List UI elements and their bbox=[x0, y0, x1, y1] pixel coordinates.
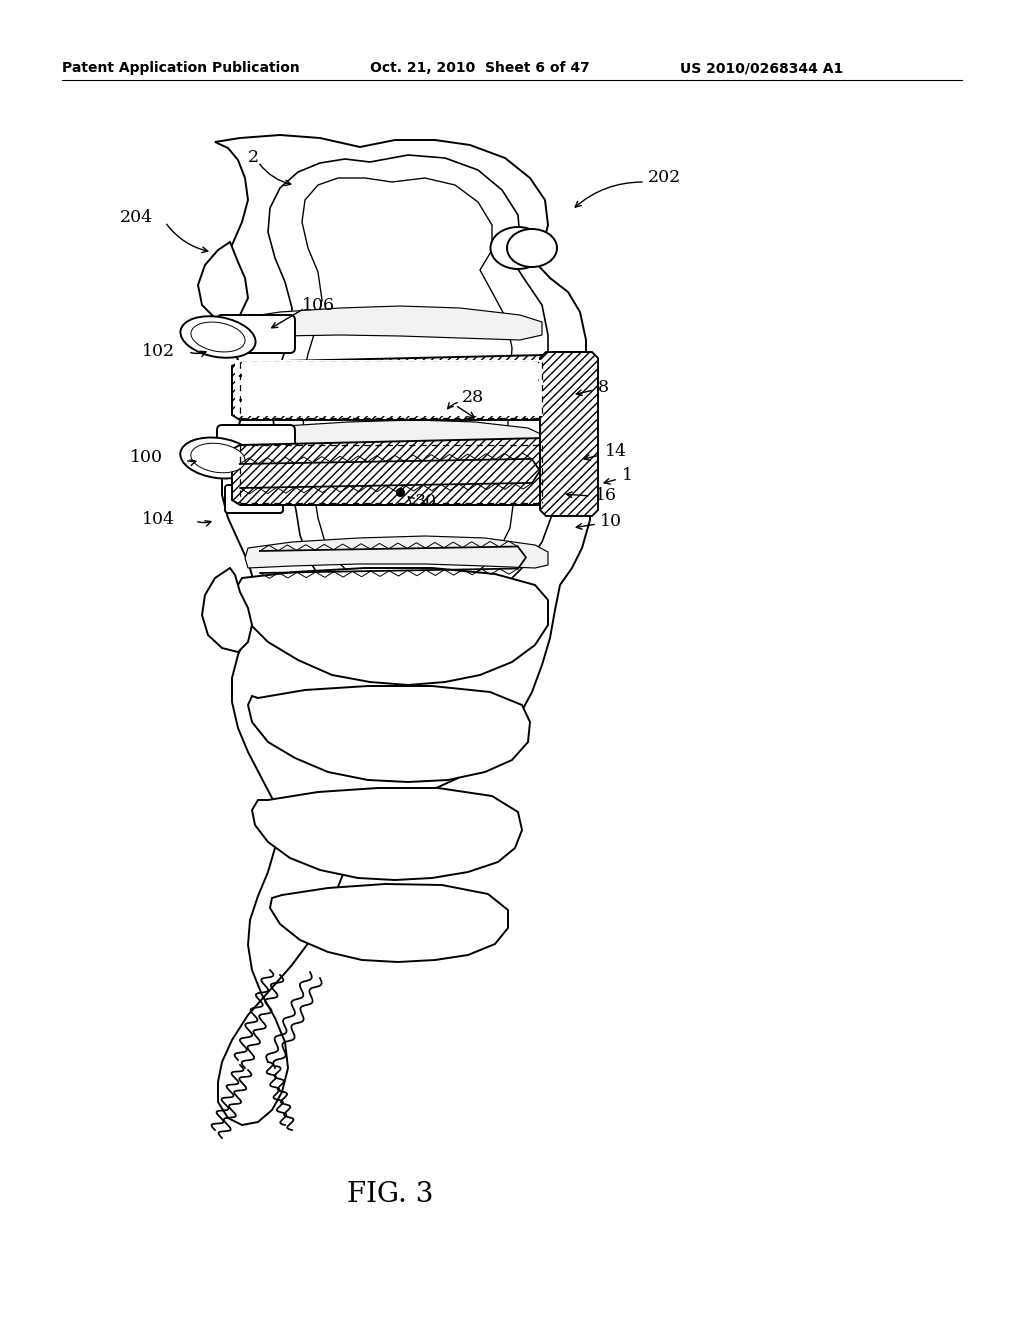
Polygon shape bbox=[232, 355, 555, 420]
Polygon shape bbox=[232, 438, 555, 506]
Text: 202: 202 bbox=[648, 169, 681, 186]
Ellipse shape bbox=[490, 227, 546, 269]
Bar bbox=[234, 360, 543, 416]
Polygon shape bbox=[238, 306, 542, 341]
Bar bbox=[242, 362, 538, 416]
Text: 16: 16 bbox=[595, 487, 617, 503]
Text: 1: 1 bbox=[622, 467, 633, 484]
Text: 106: 106 bbox=[302, 297, 335, 314]
Polygon shape bbox=[238, 568, 548, 685]
Text: 28: 28 bbox=[462, 389, 484, 407]
Polygon shape bbox=[270, 884, 508, 962]
Ellipse shape bbox=[180, 317, 256, 358]
FancyBboxPatch shape bbox=[217, 425, 295, 463]
Polygon shape bbox=[252, 788, 522, 880]
Polygon shape bbox=[540, 352, 598, 516]
Text: Oct. 21, 2010  Sheet 6 of 47: Oct. 21, 2010 Sheet 6 of 47 bbox=[370, 61, 590, 75]
Text: Patent Application Publication: Patent Application Publication bbox=[62, 61, 300, 75]
Text: FIG. 3: FIG. 3 bbox=[347, 1181, 433, 1209]
Text: 14: 14 bbox=[605, 444, 627, 461]
Text: 204: 204 bbox=[120, 210, 154, 227]
Ellipse shape bbox=[190, 444, 245, 473]
Polygon shape bbox=[245, 536, 548, 568]
Polygon shape bbox=[215, 135, 590, 1125]
Polygon shape bbox=[238, 420, 545, 455]
Text: 102: 102 bbox=[142, 343, 175, 360]
Ellipse shape bbox=[507, 228, 557, 267]
Text: 30: 30 bbox=[415, 494, 437, 511]
Polygon shape bbox=[198, 242, 248, 322]
Polygon shape bbox=[202, 568, 252, 652]
Ellipse shape bbox=[180, 437, 256, 478]
FancyBboxPatch shape bbox=[225, 484, 283, 513]
Polygon shape bbox=[248, 686, 530, 781]
Text: 10: 10 bbox=[600, 513, 622, 531]
Text: US 2010/0268344 A1: US 2010/0268344 A1 bbox=[680, 61, 843, 75]
Ellipse shape bbox=[190, 322, 245, 352]
Text: 100: 100 bbox=[130, 450, 163, 466]
Text: 2: 2 bbox=[248, 149, 259, 166]
Text: 8: 8 bbox=[598, 380, 609, 396]
FancyBboxPatch shape bbox=[217, 315, 295, 352]
Text: 104: 104 bbox=[142, 511, 175, 528]
